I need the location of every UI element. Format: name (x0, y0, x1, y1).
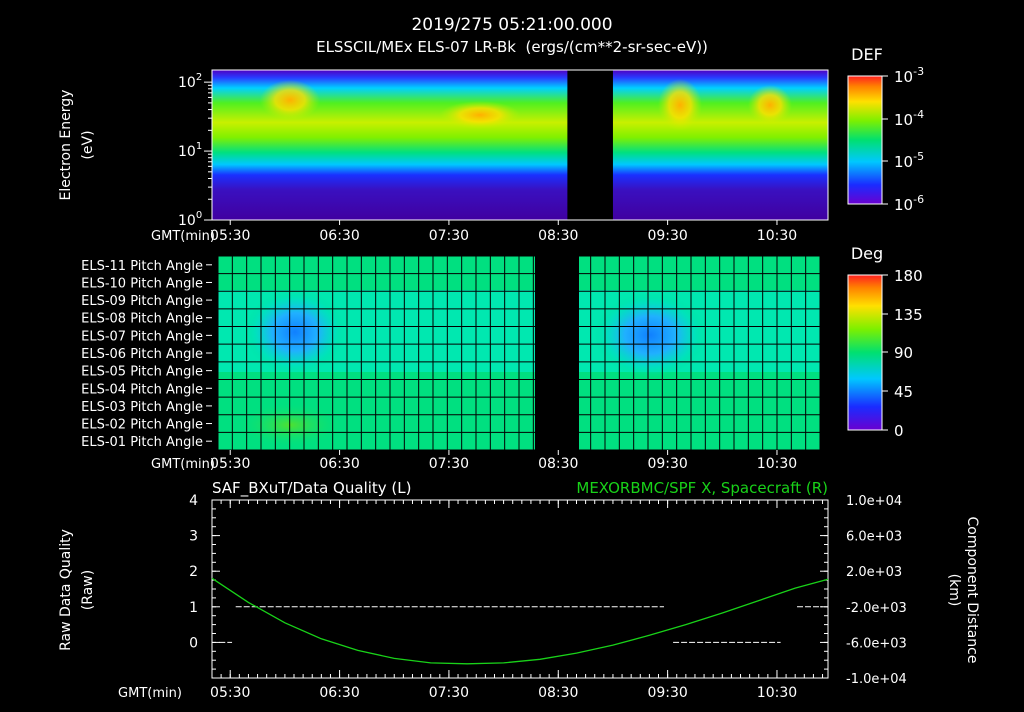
line-title-right: MEXORBMC/SPF X, Spacecraft (R) (576, 479, 828, 497)
spectrogram-hot-region (658, 79, 702, 131)
spectrogram-x-tick-label: 08:30 (538, 228, 578, 244)
line-right-y-tick-label: -6.0e+03 (846, 636, 907, 651)
plot-subtitle: ELSSCIL/MEx ELS-07 LR-Bk (ergs/(cm**2-sr… (316, 38, 708, 56)
deg-colorbar-label: Deg (851, 244, 883, 263)
def-colorbar-tick-label: 10-6 (894, 193, 924, 214)
pitch-angle-low-region (594, 293, 706, 377)
pitch-angle-grid-lines (217, 255, 821, 451)
deg-colorbar-tick-label: 135 (894, 306, 923, 324)
pitch-angle-x-tick-label: 07:30 (429, 456, 469, 472)
pitch-angle-panel: ELS-11 Pitch Angle ELS-10 Pitch Angle ELS-… (81, 244, 923, 472)
deg-colorbar-ticks: 180 135 90 45 0 (882, 267, 923, 440)
spectrogram-hot-region (440, 101, 520, 129)
line-right-y-tick-label: 2.0e+03 (846, 565, 902, 580)
pitch-angle-x-tick-label: 08:30 (538, 456, 578, 472)
line-left-y-units: (Raw) (80, 570, 96, 610)
line-left-y-axis: 4 3 2 1 0 (189, 493, 220, 679)
def-colorbar-tick-label: 10-3 (894, 65, 924, 86)
spectrogram-x-tick-label: 05:30 (210, 228, 250, 244)
line-x-label: GMT(min) (118, 686, 182, 701)
pitch-angle-row-label: ELS-02 Pitch Angle (81, 418, 203, 433)
def-colorbar-label: DEF (851, 45, 883, 64)
pitch-angle-x-label: GMT(min) (151, 457, 215, 472)
spectrogram-hot-region (748, 85, 792, 125)
spectrogram-hot-region (260, 80, 320, 120)
pitch-angle-low-region (245, 290, 345, 374)
spectrogram-y-tick-label: 100 (178, 210, 202, 229)
line-right-y-label: Component Distance (964, 517, 980, 664)
spacecraft-x-line (211, 577, 829, 665)
pitch-angle-row-label: ELS-10 Pitch Angle (81, 276, 203, 291)
pitch-angle-row-label: ELS-01 Pitch Angle (81, 435, 203, 450)
spectrogram-x-tick-label: 10:30 (757, 228, 797, 244)
spectrogram-y-axis: 102 101 100 (178, 72, 212, 229)
line-left-y-label: Raw Data Quality (58, 529, 74, 651)
pitch-angle-row-label: ELS-05 Pitch Angle (81, 365, 203, 380)
line-right-y-tick-label: 1.0e+04 (846, 494, 902, 509)
line-right-y-tick-label: -1.0e+04 (846, 672, 907, 687)
line-right-y-tick-label: -2.0e+03 (846, 601, 907, 616)
line-x-tick-label: 09:30 (647, 685, 687, 701)
spectrogram-x-axis: 05:30 06:30 07:30 08:30 09:30 10:30 (210, 220, 797, 244)
pitch-angle-row-label: ELS-03 Pitch Angle (81, 400, 203, 415)
line-x-tick-label: 08:30 (538, 685, 578, 701)
pitch-angle-row-label: ELS-11 Pitch Angle (81, 259, 203, 274)
line-x-tick-label: 05:30 (210, 685, 250, 701)
spectrogram-x-label: GMT(min) (151, 229, 215, 244)
spectrogram-y-label: Electron Energy (58, 90, 74, 201)
deg-colorbar-tick-label: 90 (894, 344, 913, 362)
spectrogram-y-tick-label: 101 (178, 141, 202, 160)
pitch-angle-x-tick-label: 10:30 (757, 456, 797, 472)
line-left-y-tick-label: 3 (189, 529, 198, 545)
deg-colorbar (847, 274, 883, 431)
spectrogram-y-units: (eV) (80, 130, 96, 159)
line-series-layer (211, 577, 829, 665)
line-left-y-tick-label: 2 (189, 564, 198, 580)
pitch-angle-x-axis: 05:30 06:30 07:30 08:30 09:30 10:30 (210, 450, 797, 472)
pitch-angle-x-tick-label: 05:30 (210, 456, 250, 472)
spectrogram-y-tick-label: 102 (178, 72, 202, 91)
def-colorbar-ticks: 10-3 10-4 10-5 10-6 (882, 65, 924, 214)
plot-title: 2019/275 05:21:00.000 (411, 15, 612, 35)
line-x-tick-label: 06:30 (319, 685, 359, 701)
pitch-angle-x-tick-label: 09:30 (647, 456, 687, 472)
pitch-angle-row-labels: ELS-11 Pitch Angle ELS-10 Pitch Angle ELS-… (81, 259, 212, 450)
deg-colorbar-tick-label: 180 (894, 267, 923, 285)
line-panel: SAF_BXuT/Data Quality (L) MEXORBMC/SPF X… (58, 479, 980, 701)
def-colorbar (847, 75, 883, 205)
line-right-y-axis: 1.0e+04 6.0e+03 2.0e+03 -2.0e+03 -6.0e+03 -1.… (820, 494, 907, 687)
deg-colorbar-tick-label: 0 (894, 422, 904, 440)
line-x-tick-label: 07:30 (429, 685, 469, 701)
line-plot-frame (211, 499, 829, 679)
pitch-angle-row-label: ELS-07 Pitch Angle (81, 329, 203, 344)
spectrogram-x-tick-label: 09:30 (647, 228, 687, 244)
pitch-angle-row-label: ELS-04 Pitch Angle (81, 382, 203, 397)
line-left-y-tick-label: 0 (189, 635, 198, 651)
pitch-angle-x-tick-label: 06:30 (319, 456, 359, 472)
line-title-left: SAF_BXuT/Data Quality (L) (212, 479, 412, 498)
def-colorbar-tick-label: 10-5 (894, 150, 924, 171)
line-right-y-units: (km) (946, 574, 962, 607)
pitch-angle-row-label: ELS-09 Pitch Angle (81, 294, 203, 309)
line-right-y-tick-label: 6.0e+03 (846, 530, 902, 545)
spectrogram-data-gap (567, 70, 613, 220)
line-left-y-tick-label: 4 (189, 493, 198, 509)
pitch-angle-data-gap (535, 256, 579, 450)
spectrogram-frame (211, 69, 829, 221)
line-left-y-tick-label: 1 (189, 600, 198, 616)
pitch-angle-row-label: ELS-08 Pitch Angle (81, 312, 203, 327)
deg-colorbar-tick-label: 45 (894, 383, 913, 401)
spectrogram-x-tick-label: 06:30 (319, 228, 359, 244)
pitch-angle-row-label: ELS-06 Pitch Angle (81, 347, 203, 362)
def-colorbar-tick-label: 10-4 (894, 108, 924, 129)
line-x-tick-label: 10:30 (757, 685, 797, 701)
spectrogram-x-tick-label: 07:30 (429, 228, 469, 244)
line-x-axis: 05:30 06:30 07:30 08:30 09:30 10:30 (210, 500, 824, 701)
